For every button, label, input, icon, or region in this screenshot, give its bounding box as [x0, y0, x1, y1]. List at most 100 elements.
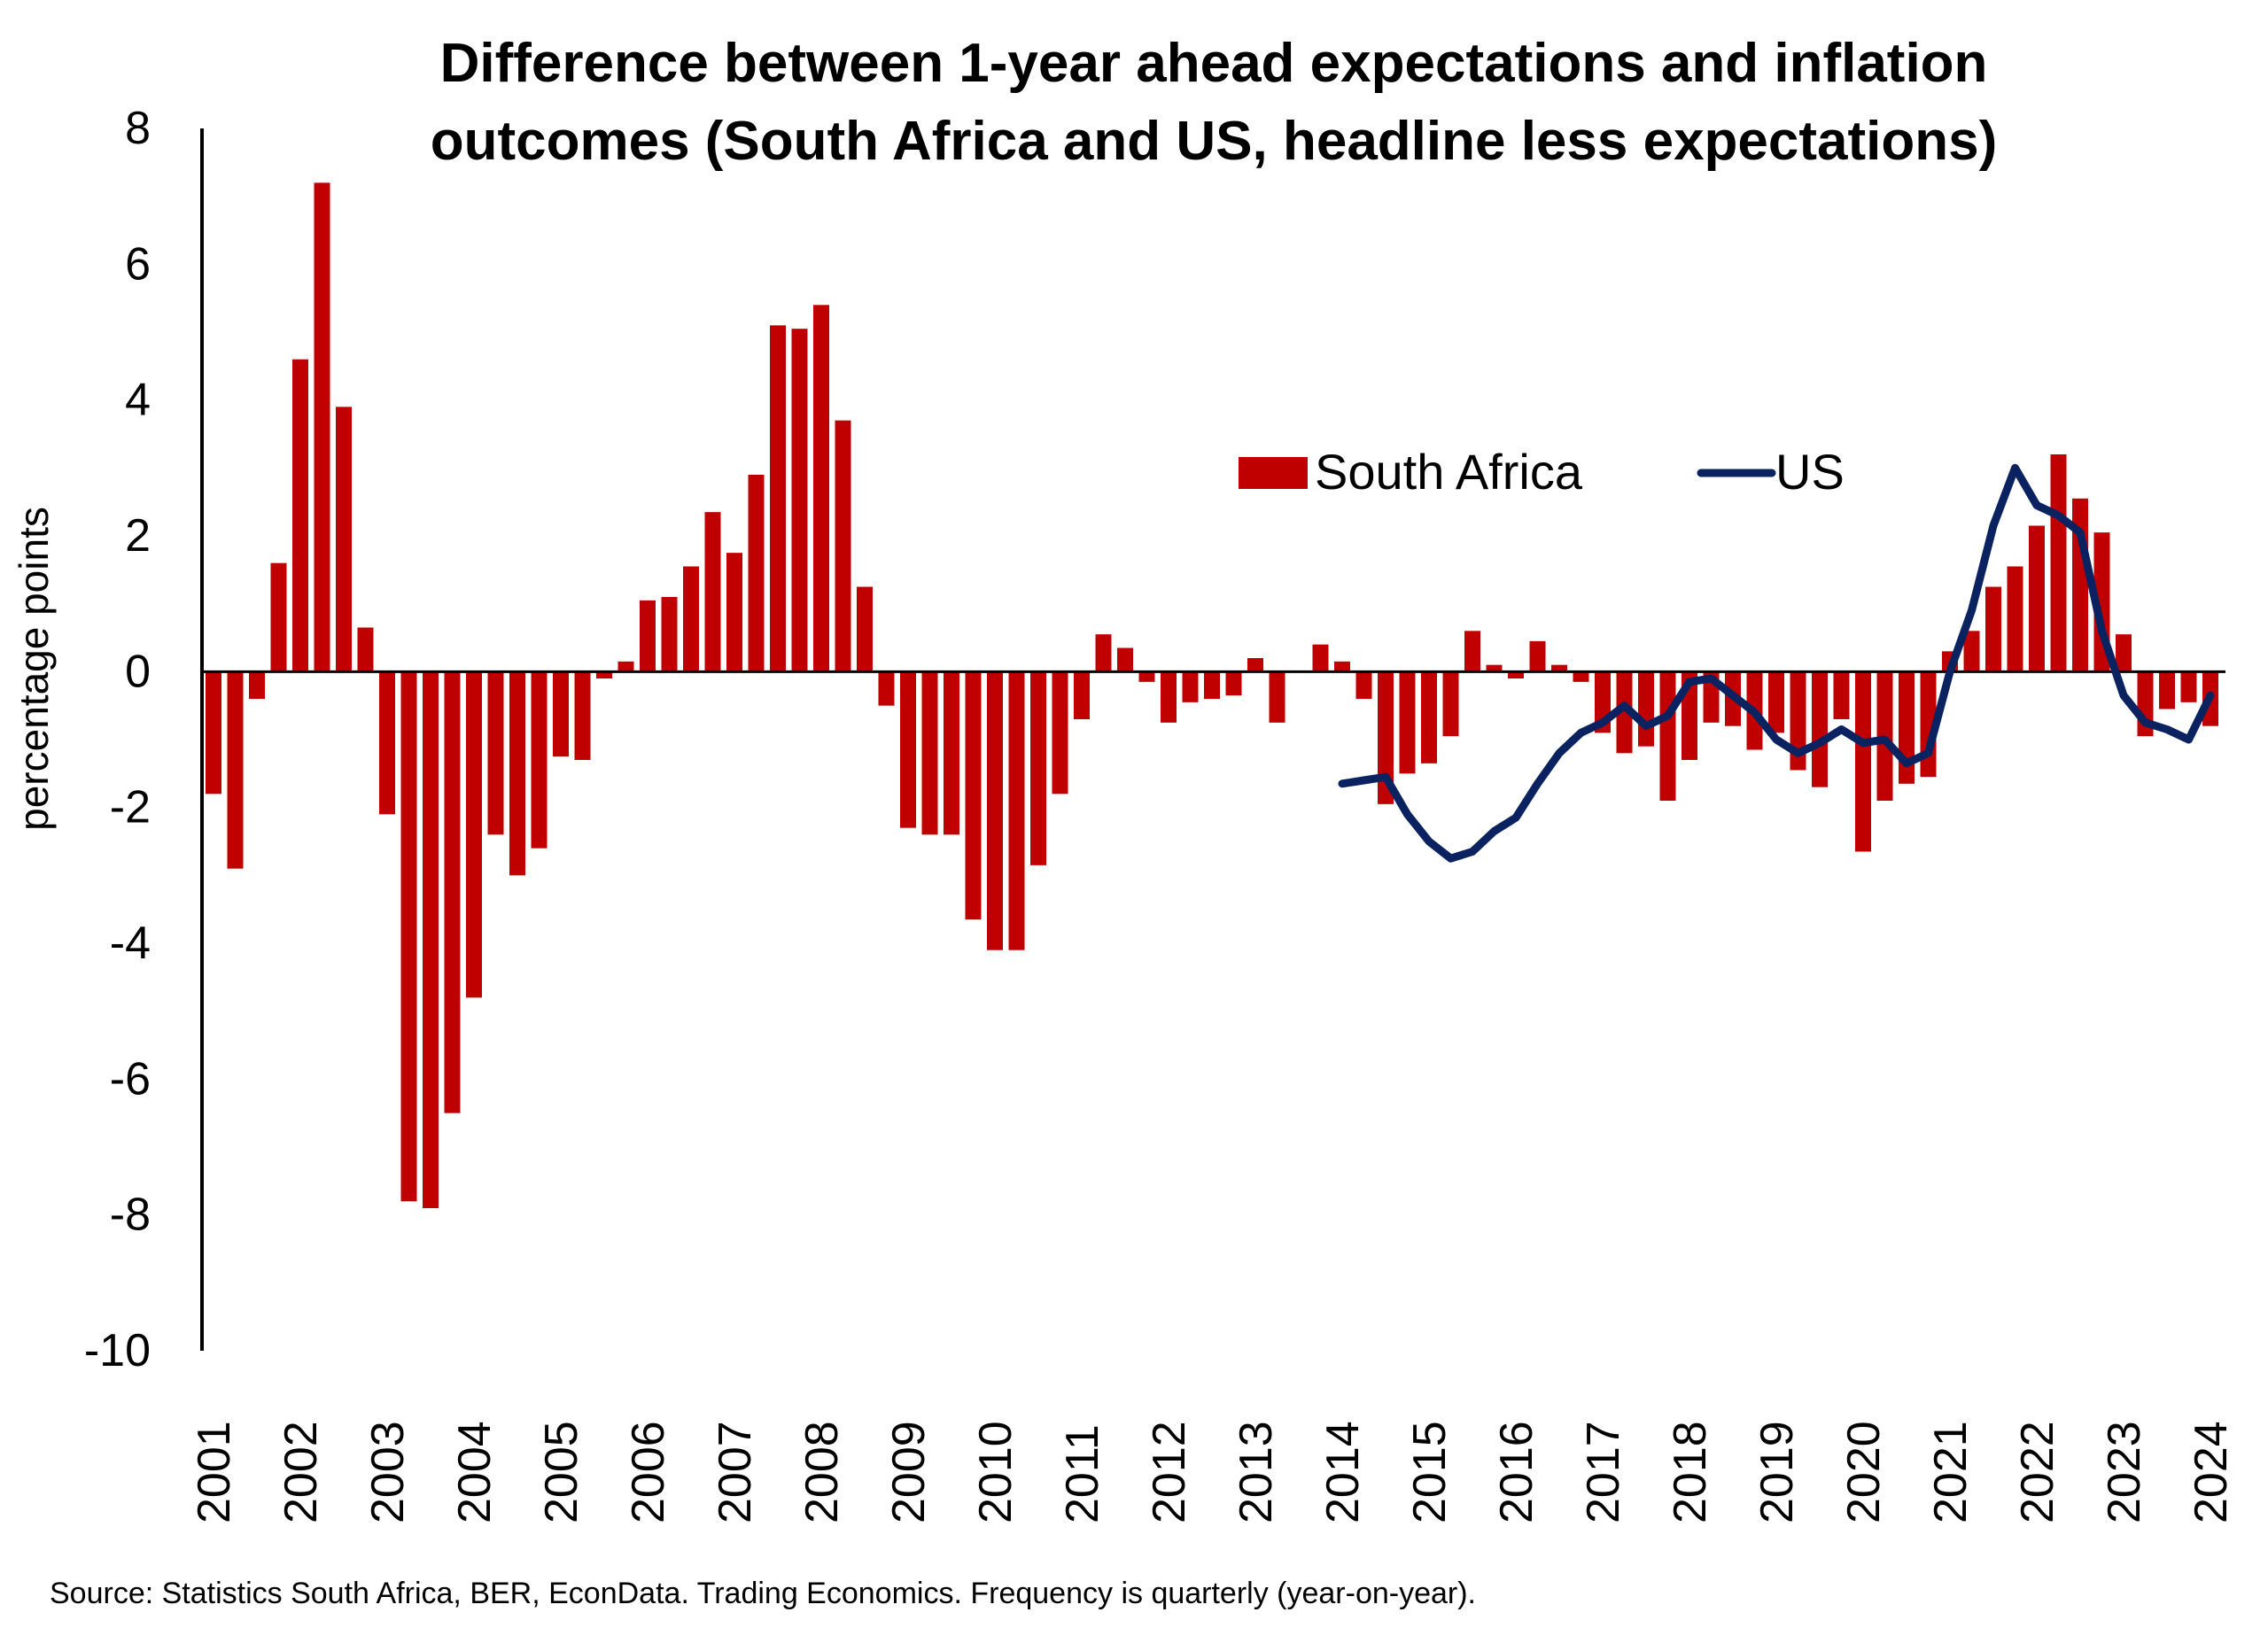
south-africa-bar — [270, 562, 287, 672]
south-africa-bar — [1812, 671, 1828, 787]
south-africa-bar — [944, 671, 959, 835]
south-africa-bar — [487, 671, 504, 835]
south-africa-bar — [640, 600, 656, 672]
x-tick-label: 2008 — [796, 1421, 848, 1523]
south-africa-bar — [1117, 647, 1133, 672]
south-africa-bar — [249, 671, 265, 699]
south-africa-bar — [553, 671, 569, 757]
legend-us-label: US — [1775, 444, 1845, 500]
south-africa-bar — [466, 671, 482, 998]
x-tick-label: 2015 — [1404, 1421, 1456, 1523]
south-africa-bar — [531, 671, 548, 849]
south-africa-bar — [1312, 644, 1329, 672]
y-tick-label: 6 — [125, 238, 151, 290]
south-africa-bar — [509, 671, 525, 876]
south-africa-bar — [2159, 671, 2175, 709]
south-africa-bars — [206, 182, 2218, 1208]
x-tick-label: 2019 — [1751, 1421, 1803, 1523]
y-tick-label: 2 — [125, 510, 151, 562]
south-africa-bar — [1074, 671, 1090, 719]
south-africa-bar — [1247, 658, 1263, 672]
south-africa-bar — [900, 671, 916, 828]
x-tick-label: 2014 — [1317, 1421, 1369, 1523]
south-africa-bar — [1269, 671, 1285, 723]
south-africa-bar — [336, 407, 352, 672]
us-series-line — [1338, 463, 2215, 863]
south-africa-bar — [1052, 671, 1068, 794]
x-tick-label: 2017 — [1578, 1421, 1629, 1523]
south-africa-bar — [1095, 634, 1112, 672]
south-africa-bar — [1442, 671, 1459, 737]
y-tick-label: 8 — [125, 103, 151, 154]
south-africa-bar — [987, 671, 1003, 950]
south-africa-bar — [1355, 671, 1372, 699]
x-tick-label: 2021 — [1925, 1421, 1977, 1523]
south-africa-bar — [1486, 664, 1503, 672]
south-africa-bar — [1638, 671, 1654, 747]
legend-south-africa-label: South Africa — [1315, 444, 1583, 500]
south-africa-bar — [1768, 671, 1784, 733]
south-africa-bar — [206, 671, 221, 794]
south-africa-bar — [292, 359, 308, 672]
x-tick-label: 2006 — [623, 1421, 674, 1523]
south-africa-bar — [1529, 640, 1546, 672]
south-africa-bar — [1963, 631, 1980, 672]
south-africa-bar — [617, 661, 634, 672]
y-axis-label: percentage points — [11, 507, 57, 831]
y-tick-label: -4 — [110, 918, 151, 969]
south-africa-bar — [1464, 631, 1480, 672]
south-africa-bar — [791, 329, 808, 672]
south-africa-bar — [1421, 671, 1437, 763]
south-africa-bar — [1659, 671, 1676, 801]
south-africa-bar — [1551, 664, 1567, 672]
x-tick-label: 2005 — [536, 1421, 587, 1523]
south-africa-bar — [835, 420, 851, 672]
south-africa-bar — [921, 671, 938, 835]
south-africa-bar — [661, 597, 678, 672]
x-tick-label: 2013 — [1231, 1421, 1282, 1523]
south-africa-bar — [2050, 454, 2067, 672]
south-africa-bar — [1616, 671, 1633, 754]
y-tick-label: -6 — [110, 1053, 151, 1105]
x-tick-label: 2001 — [189, 1421, 240, 1523]
x-tick-label: 2016 — [1491, 1421, 1542, 1523]
south-africa-bar — [1334, 661, 1350, 672]
y-tick-label: 4 — [125, 375, 151, 426]
south-africa-bar — [2116, 634, 2132, 672]
south-africa-bar — [878, 671, 895, 706]
south-africa-bar — [2029, 525, 2045, 672]
south-africa-bar — [1399, 671, 1416, 774]
south-africa-bar — [683, 566, 699, 672]
south-africa-bar — [726, 553, 742, 672]
x-tick-label: 2007 — [710, 1421, 761, 1523]
y-tick-label: 0 — [125, 646, 151, 697]
legend-south-africa-swatch — [1239, 457, 1308, 489]
y-tick-labels: 8 6 4 2 0 -2 -4 -6 -8 -10 — [84, 103, 151, 1376]
x-tick-label: 2003 — [362, 1421, 414, 1523]
south-africa-bar — [596, 671, 612, 678]
x-tick-label: 2010 — [970, 1421, 1021, 1523]
south-africa-bar — [1855, 671, 1871, 852]
south-africa-bar — [314, 182, 330, 672]
x-tick-labels: 2001 2002 2003 2004 2005 2006 2007 2008 2009 2010… — [189, 1421, 2237, 1523]
south-africa-bar — [965, 671, 982, 920]
south-africa-bar — [1833, 671, 1850, 719]
legend: South Africa US — [1239, 444, 1845, 500]
x-tick-label: 2011 — [1057, 1424, 1108, 1523]
south-africa-bar — [1508, 671, 1524, 678]
x-tick-label: 2024 — [2186, 1421, 2237, 1523]
y-tick-label: -10 — [84, 1325, 151, 1376]
chart-title: Difference between 1-year ahead expectat… — [292, 25, 2135, 181]
south-africa-bar — [1378, 671, 1394, 804]
south-africa-bar — [444, 671, 461, 1113]
south-africa-bar — [1030, 671, 1046, 865]
south-africa-bar — [1161, 671, 1177, 723]
south-africa-bar — [1204, 671, 1220, 699]
south-africa-bar — [227, 671, 244, 869]
x-tick-label: 2022 — [2012, 1421, 2063, 1523]
x-tick-label: 2009 — [883, 1421, 935, 1523]
south-africa-bar — [1790, 671, 1806, 771]
x-tick-label: 2018 — [1665, 1421, 1716, 1523]
south-africa-bar — [704, 512, 721, 672]
